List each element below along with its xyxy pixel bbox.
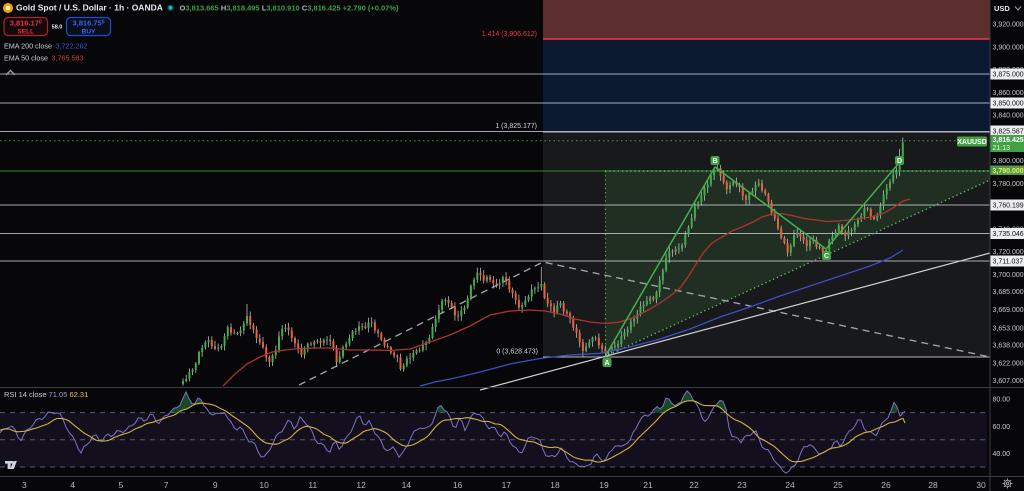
svg-text:USD: USD [994, 4, 1010, 13]
svg-text:5: 5 [119, 480, 124, 490]
svg-text:EMA 50 close: EMA 50 close [4, 54, 48, 63]
svg-text:3,875.000: 3,875.000 [993, 72, 1024, 79]
svg-text:3,720.000: 3,720.000 [993, 249, 1024, 256]
svg-text:11: 11 [308, 480, 317, 490]
svg-text:3,850.000: 3,850.000 [993, 101, 1024, 108]
svg-text:3,760.199: 3,760.199 [993, 203, 1024, 210]
svg-text:28: 28 [928, 480, 938, 490]
svg-text:3,816.170: 3,816.170 [10, 19, 42, 28]
svg-text:4: 4 [70, 480, 75, 490]
svg-text:3,711.037: 3,711.037 [993, 259, 1024, 266]
svg-text:3,816.750: 3,816.750 [73, 19, 105, 28]
svg-text:1.414 (3,906.612): 1.414 (3,906.612) [482, 31, 537, 38]
svg-text:3,638.000: 3,638.000 [993, 343, 1024, 350]
svg-text:23: 23 [737, 480, 747, 490]
svg-text:SELL: SELL [17, 29, 34, 36]
svg-text:3,780.000: 3,780.000 [993, 181, 1024, 188]
svg-text:3,669.000: 3,669.000 [993, 307, 1024, 314]
svg-text:3,860.000: 3,860.000 [993, 90, 1024, 97]
svg-text:60.00: 60.00 [993, 424, 1011, 431]
svg-text:3,607.000: 3,607.000 [993, 378, 1024, 385]
svg-text:O3,813.665 H3,818.495 L3,810.9: O3,813.665 H3,818.495 L3,810.910 C3,816.… [180, 4, 400, 13]
svg-text:16: 16 [453, 480, 463, 490]
svg-text:22: 22 [689, 480, 699, 490]
svg-text:80.00: 80.00 [993, 397, 1011, 404]
svg-text:3,700.000: 3,700.000 [993, 272, 1024, 279]
svg-text:XAUUSD: XAUUSD [957, 139, 987, 146]
svg-text:19: 19 [599, 480, 609, 490]
svg-text:A: A [604, 360, 609, 367]
svg-text:26: 26 [881, 480, 891, 490]
svg-text:3: 3 [22, 480, 27, 490]
svg-text:7: 7 [164, 480, 169, 490]
svg-text:10: 10 [259, 480, 269, 490]
svg-text:3,900.000: 3,900.000 [993, 44, 1024, 51]
svg-text:25: 25 [833, 480, 843, 490]
svg-text:RSI 14 close 71.05 62.31: RSI 14 close 71.05 62.31 [4, 390, 88, 399]
svg-text:24: 24 [785, 480, 795, 490]
svg-text:12: 12 [356, 480, 366, 490]
svg-text:3,765.583: 3,765.583 [52, 54, 84, 63]
svg-text:3,920.000: 3,920.000 [993, 22, 1024, 29]
svg-text:40.00: 40.00 [993, 451, 1011, 458]
svg-text:14: 14 [402, 480, 412, 490]
svg-text:BUY: BUY [82, 29, 96, 36]
svg-text:21: 21 [643, 480, 653, 490]
svg-text:Gold Spot / U.S. Dollar · 1h ·: Gold Spot / U.S. Dollar · 1h · OANDA [16, 3, 163, 13]
svg-text:3,722.262: 3,722.262 [56, 42, 88, 51]
svg-text:17: 17 [502, 480, 512, 490]
svg-text:58.0: 58.0 [52, 25, 63, 31]
svg-text:1 (3,825.177): 1 (3,825.177) [495, 123, 537, 130]
svg-text:3,735.046: 3,735.046 [993, 231, 1024, 238]
svg-text:9: 9 [213, 480, 218, 490]
svg-text:3,790.000: 3,790.000 [993, 168, 1024, 175]
svg-text:D: D [897, 158, 902, 165]
svg-text:3,800.000: 3,800.000 [993, 158, 1024, 165]
svg-text:3,622.000: 3,622.000 [993, 361, 1024, 368]
svg-text:3,840.000: 3,840.000 [993, 113, 1024, 120]
svg-text:21:13: 21:13 [993, 145, 1011, 152]
svg-text:B: B [712, 158, 717, 165]
svg-text:C: C [824, 253, 829, 260]
svg-text:EMA 200 close: EMA 200 close [4, 42, 52, 51]
svg-text:0 (3,628.473): 0 (3,628.473) [496, 349, 538, 356]
svg-text:3,653.000: 3,653.000 [993, 325, 1024, 332]
svg-text:3,816.425: 3,816.425 [993, 137, 1024, 144]
svg-text:3,685.000: 3,685.000 [993, 289, 1024, 296]
svg-text:30: 30 [976, 480, 986, 490]
svg-text:3,825.587: 3,825.587 [993, 129, 1024, 136]
svg-text:18: 18 [550, 480, 560, 490]
